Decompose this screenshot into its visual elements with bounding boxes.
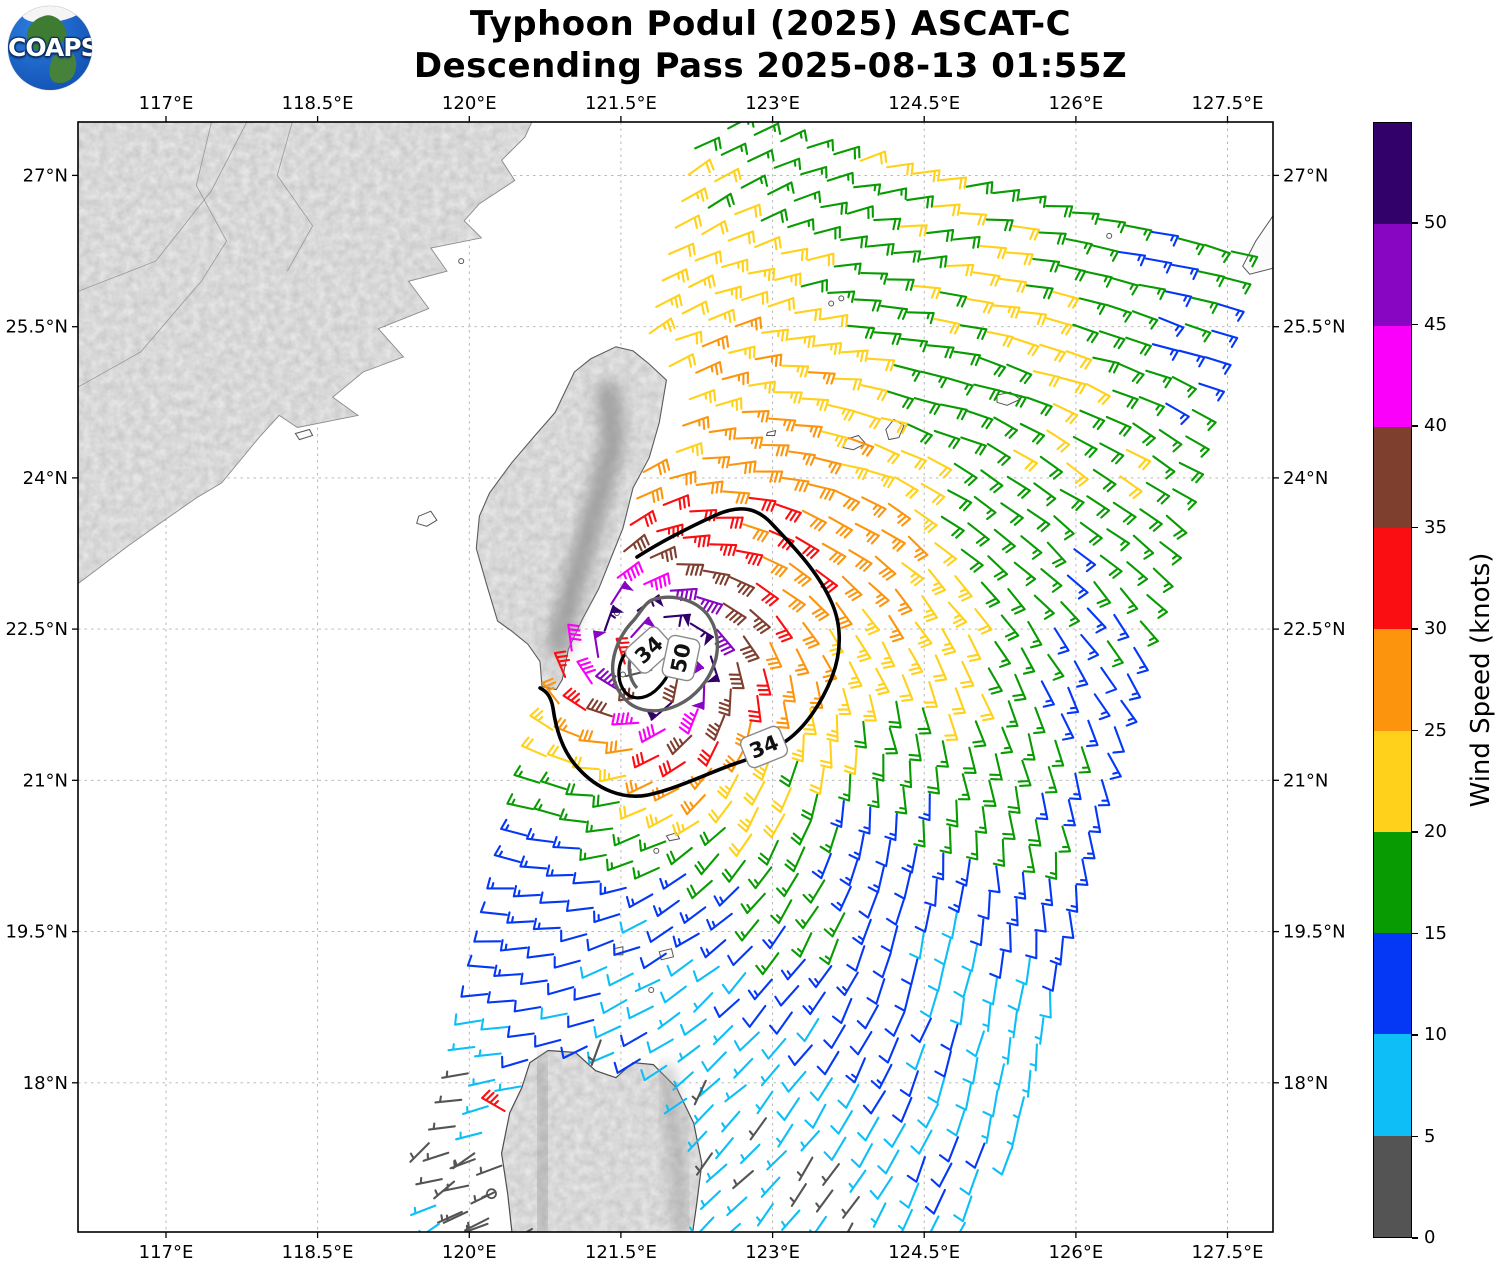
gridlines xyxy=(78,122,1273,1232)
island xyxy=(765,429,777,436)
figure-title: Typhoon Podul (2025) ASCAT-C Descending … xyxy=(0,4,1511,88)
title-line-2: Descending Pass 2025-08-13 01:55Z xyxy=(413,45,1128,86)
lat-tick-label-right: 27°N xyxy=(1283,165,1328,186)
landmasses xyxy=(78,122,1273,1232)
lon-tick-label-bottom: 120°E xyxy=(442,1242,497,1263)
lat-tick-label-left: 19.5°N xyxy=(5,922,68,943)
lon-tick-label-top: 127.5°E xyxy=(1192,93,1264,114)
lon-tick-label-bottom: 126°E xyxy=(1049,1242,1104,1263)
lat-tick-label-right: 18°N xyxy=(1283,1073,1328,1094)
islet xyxy=(619,671,626,678)
colorbar-tick xyxy=(1412,222,1418,224)
island xyxy=(294,428,314,441)
lat-tick-label-right: 24°N xyxy=(1283,468,1328,489)
lon-tick-label-top: 120°E xyxy=(442,93,497,114)
lat-tick-label-right: 21°N xyxy=(1283,770,1328,791)
colorbar-segment-35-40 xyxy=(1374,426,1411,529)
colorbar-tick xyxy=(1412,729,1418,732)
colorbar-segment-40-45 xyxy=(1374,325,1411,427)
colorbar-tick-label: 15 xyxy=(1424,922,1447,944)
islet xyxy=(1106,232,1113,239)
svg-text:50: 50 xyxy=(666,641,696,675)
colorbar-tick xyxy=(1412,1237,1418,1239)
islet xyxy=(828,300,835,307)
lon-tick-label-top: 121.5°E xyxy=(585,93,657,114)
colorbar-segment-30-35 xyxy=(1374,528,1411,630)
colorbar-segment-0-5 xyxy=(1374,1135,1411,1237)
colorbar-tick xyxy=(1412,932,1418,935)
colorbar-segment-20-25 xyxy=(1374,730,1411,832)
axis-ticks-and-labels: 117°E 117°E 118.5°E 118.5°E 120°E 120°E 121.5°… xyxy=(5,93,1345,1263)
map-frame xyxy=(77,121,1274,1233)
lat-tick-label-right: 25.5°N xyxy=(1283,317,1346,338)
contour-34kt-outer xyxy=(538,507,842,798)
lon-tick-label-bottom: 121.5°E xyxy=(585,1242,657,1263)
contour-label: 50 xyxy=(661,634,701,682)
coaps-logo: COAPS xyxy=(8,6,92,90)
lon-tick-label-bottom: 124.5°E xyxy=(888,1242,960,1263)
colorbar-tick-label: 40 xyxy=(1424,415,1447,437)
colorbar-tick-label: 20 xyxy=(1424,821,1447,843)
colorbar-bar xyxy=(1373,122,1412,1238)
contour-50kt-outer xyxy=(610,595,720,713)
colorbar-tick xyxy=(1412,425,1418,427)
title-line-1: Typhoon Podul (2025) ASCAT-C xyxy=(469,4,1072,44)
lon-tick-label-top: 126°E xyxy=(1049,93,1104,114)
islet xyxy=(838,295,845,302)
logo-text: COAPS xyxy=(8,33,92,62)
colorbar-tick-label: 45 xyxy=(1424,313,1447,335)
colorbar-segment-25-30 xyxy=(1374,629,1411,731)
colorbar-segment-10-15 xyxy=(1374,933,1411,1035)
colorbar-tick-label: 10 xyxy=(1424,1024,1447,1046)
lat-tick-label-left: 22.5°N xyxy=(5,619,68,640)
island xyxy=(416,510,438,527)
lon-tick-label-bottom: 117°E xyxy=(139,1242,194,1263)
lon-tick-label-bottom: 118.5°E xyxy=(282,1242,354,1263)
lon-tick-label-top: 117°E xyxy=(139,93,194,114)
colorbar-title: Wind Speed (knots) xyxy=(1466,552,1496,808)
colorbar-tick xyxy=(1412,831,1418,833)
colorbar-tick-label: 0 xyxy=(1424,1227,1436,1248)
lat-tick-label-left: 27°N xyxy=(23,165,68,186)
colorbar-tick-label: 5 xyxy=(1424,1125,1436,1147)
colorbar-segment-15-20 xyxy=(1374,831,1411,934)
colorbar-tick xyxy=(1412,323,1418,326)
lon-tick-label-bottom: 127.5°E xyxy=(1192,1242,1264,1263)
colorbar-tick xyxy=(1412,526,1418,529)
colorbar-segment-5-10 xyxy=(1374,1034,1411,1136)
colorbar-tick xyxy=(1412,1034,1418,1036)
colorbar-segment-50-55 xyxy=(1374,123,1411,225)
islet xyxy=(648,987,655,993)
lat-tick-label-right: 19.5°N xyxy=(1283,922,1346,943)
islet xyxy=(653,847,660,854)
colorbar-tick-label: 25 xyxy=(1424,719,1447,741)
colorbar-tick-label: 30 xyxy=(1424,618,1447,640)
lat-tick-label-left: 25.5°N xyxy=(5,317,68,338)
lat-tick-label-left: 24°N xyxy=(23,468,68,489)
colorbar-tick xyxy=(1412,1135,1418,1138)
lat-tick-label-left: 21°N xyxy=(23,770,68,791)
islet xyxy=(458,258,465,265)
lon-tick-label-top: 124.5°E xyxy=(888,93,960,114)
colorbar-tick-label: 35 xyxy=(1424,516,1447,538)
lon-tick-label-top: 118.5°E xyxy=(282,93,354,114)
lon-tick-label-top: 123°E xyxy=(745,93,800,114)
contour-label: 34 xyxy=(739,725,789,769)
colorbar-tick-label: 50 xyxy=(1424,212,1447,234)
lat-tick-label-right: 22.5°N xyxy=(1283,619,1346,640)
colorbar-segment-45-50 xyxy=(1374,224,1411,326)
lon-tick-label-bottom: 123°E xyxy=(745,1242,800,1263)
wind-barbs xyxy=(409,122,1259,1232)
colorbar-tick xyxy=(1412,628,1418,630)
lat-tick-label-left: 18°N xyxy=(23,1073,68,1094)
